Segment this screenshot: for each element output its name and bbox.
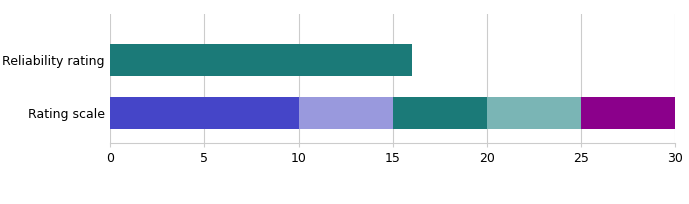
Bar [110,44,411,76]
Bar [581,97,675,129]
Bar [393,97,487,129]
Bar [298,97,393,129]
Bar [110,97,298,129]
Bar [487,97,581,129]
